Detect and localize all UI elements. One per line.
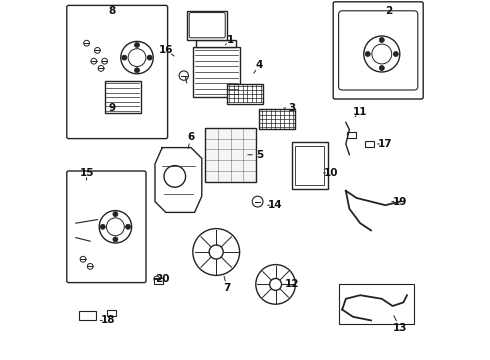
Circle shape (154, 276, 160, 282)
Bar (196, 40, 236, 47)
Circle shape (147, 55, 152, 60)
Circle shape (95, 48, 100, 53)
Text: 17: 17 (378, 139, 392, 149)
Text: 10: 10 (324, 168, 339, 178)
Circle shape (372, 44, 392, 64)
Text: 5: 5 (256, 150, 263, 160)
Circle shape (252, 196, 263, 207)
Text: 2: 2 (385, 6, 392, 16)
Circle shape (179, 71, 189, 80)
Circle shape (270, 279, 282, 290)
Circle shape (134, 68, 140, 73)
Text: 4: 4 (256, 60, 263, 70)
Circle shape (106, 218, 124, 236)
Circle shape (256, 265, 295, 304)
Circle shape (379, 66, 384, 71)
Text: 12: 12 (285, 279, 299, 289)
Bar (339, 284, 414, 324)
Bar (79, 311, 96, 320)
Bar (205, 128, 256, 182)
Text: 13: 13 (392, 323, 407, 333)
Text: 19: 19 (392, 197, 407, 207)
Bar (154, 278, 163, 284)
Circle shape (364, 36, 400, 72)
Text: 9: 9 (108, 103, 115, 113)
Text: 20: 20 (155, 274, 170, 284)
Circle shape (84, 40, 90, 46)
Text: 1: 1 (227, 35, 234, 45)
Circle shape (393, 51, 398, 57)
Bar (107, 310, 116, 316)
Text: 11: 11 (353, 107, 368, 117)
Circle shape (134, 42, 140, 48)
Circle shape (128, 49, 146, 67)
Circle shape (113, 237, 118, 242)
Text: 16: 16 (159, 45, 173, 55)
Circle shape (80, 256, 86, 262)
Circle shape (98, 66, 104, 71)
Bar (227, 84, 263, 104)
Circle shape (365, 51, 370, 57)
Circle shape (113, 212, 118, 217)
Circle shape (209, 245, 223, 259)
Bar (347, 132, 356, 138)
Circle shape (87, 264, 93, 269)
Bar (295, 146, 324, 185)
Circle shape (91, 58, 97, 64)
Circle shape (99, 211, 132, 243)
Circle shape (181, 73, 187, 78)
Bar (365, 141, 374, 147)
Circle shape (100, 224, 105, 229)
Circle shape (379, 37, 384, 42)
Text: 14: 14 (269, 200, 283, 210)
Text: 6: 6 (187, 132, 195, 142)
Text: 7: 7 (223, 283, 231, 293)
Circle shape (125, 224, 130, 229)
Text: 15: 15 (79, 168, 94, 178)
Bar (292, 142, 328, 189)
Bar (187, 11, 227, 40)
Circle shape (193, 229, 240, 275)
Circle shape (102, 58, 107, 64)
Text: 8: 8 (108, 6, 116, 16)
Bar (259, 109, 295, 129)
Circle shape (122, 55, 127, 60)
Circle shape (164, 166, 186, 187)
Circle shape (121, 41, 153, 74)
Text: 18: 18 (101, 315, 116, 325)
Bar (193, 47, 240, 97)
Bar (104, 81, 141, 113)
Text: 3: 3 (288, 103, 295, 113)
Circle shape (255, 199, 261, 204)
